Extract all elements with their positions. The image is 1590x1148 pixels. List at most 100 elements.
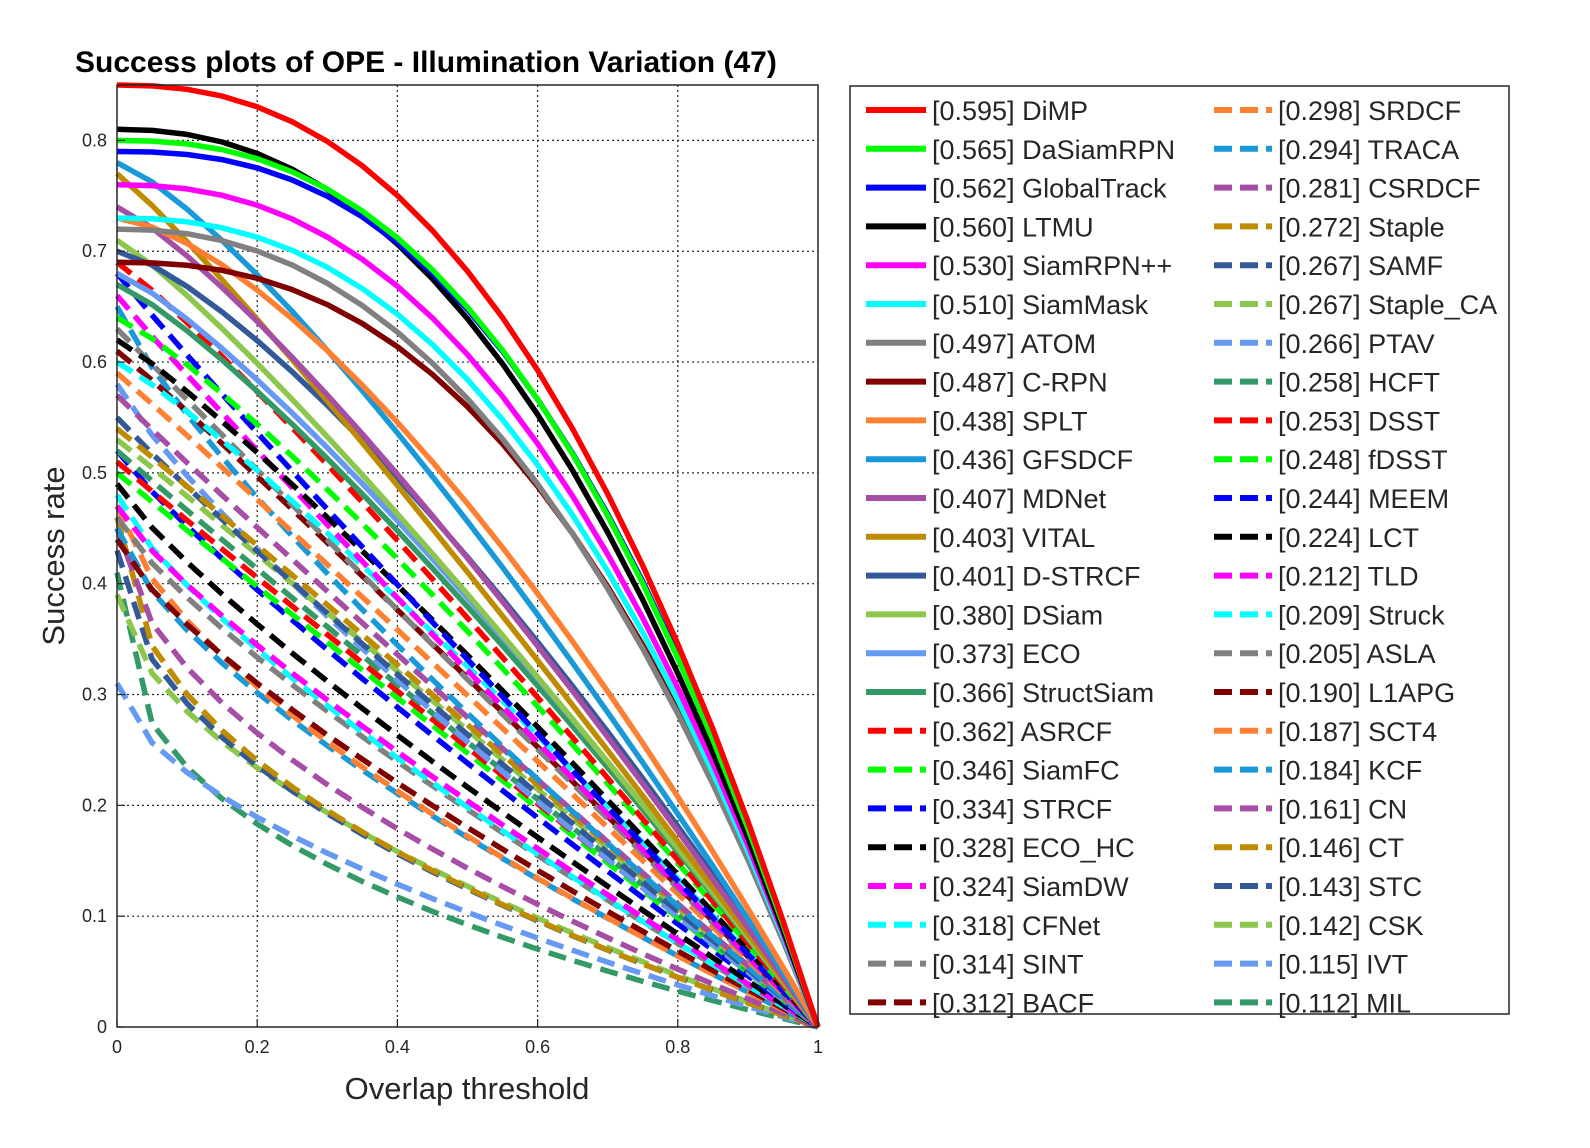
y-tick-label: 0.6 (82, 352, 107, 372)
legend-label: [0.595] DiMP (932, 96, 1088, 126)
legend-label: [0.209] Struck (1278, 600, 1445, 630)
legend-label: [0.187] SCT4 (1278, 717, 1437, 747)
x-tick-label: 0.8 (665, 1037, 690, 1057)
legend-label: [0.146] CT (1278, 833, 1404, 863)
legend: [0.595] DiMP [0.565] DaSiamRPN [0.562] Glo… (849, 85, 1510, 1018)
legend-label: [0.366] StructSiam (932, 678, 1154, 708)
legend-label: [0.436] GFSDCF (932, 445, 1133, 475)
legend-label: [0.267] SAMF (1278, 251, 1443, 281)
series-line (114, 593, 819, 1030)
legend-label: [0.373] ECO (932, 639, 1081, 669)
legend-label: [0.272] Staple (1278, 212, 1445, 242)
series-line (115, 204, 821, 1029)
legend-label: [0.224] LCT (1278, 523, 1419, 553)
legend-label: [0.314] SINT (932, 950, 1084, 980)
series-line (116, 226, 821, 1029)
legend-label: [0.184] KCF (1278, 756, 1422, 786)
y-tick-label: 0.4 (82, 574, 107, 594)
legend-box (849, 85, 1510, 1015)
series-line (115, 337, 821, 1029)
legend-label: [0.253] DSST (1278, 406, 1440, 436)
series-line (116, 82, 821, 1028)
legend-label: [0.267] Staple_CA (1278, 290, 1497, 320)
series-line (114, 305, 820, 1030)
series-line (114, 482, 820, 1030)
legend-label: [0.487] C-RPN (932, 368, 1108, 398)
legend-items: [0.595] DiMP [0.565] DaSiamRPN [0.562] Glo… (866, 96, 1497, 1018)
series-line (115, 160, 821, 1029)
y-axis-label: Success rate (36, 466, 71, 645)
y-tick-label: 0 (97, 1017, 107, 1037)
x-tick-label: 0.6 (525, 1037, 550, 1057)
legend-label: [0.258] HCFT (1278, 368, 1440, 398)
legend-label: [0.190] L1APG (1278, 678, 1455, 708)
legend-label: [0.248] fDSST (1278, 445, 1448, 475)
series-line (114, 527, 820, 1030)
legend-label: [0.346] SiamFC (932, 756, 1120, 786)
series-line (115, 260, 821, 1029)
series-line (114, 516, 819, 1030)
series-line (116, 215, 821, 1028)
legend-label: [0.328] ECO_HC (932, 833, 1135, 863)
series-line (116, 126, 821, 1028)
series-line (114, 571, 819, 1030)
legend-label: [0.324] SiamDW (932, 872, 1129, 902)
series-line (115, 459, 820, 1030)
plot-area: 0 0.2 0.4 0.6 0.8 1 0 0.1 0.2 0.3 0.4 0.5 0.6 0.7 0.8 (82, 82, 823, 1057)
legend-label: [0.318] CFNet (932, 911, 1101, 941)
series-layer (114, 82, 821, 1030)
legend-label: [0.560] LTMU (932, 212, 1094, 242)
legend-label: [0.403] VITAL (932, 523, 1095, 553)
legend-label: [0.530] SiamRPN++ (932, 251, 1172, 281)
legend-label: [0.142] CSK (1278, 911, 1424, 941)
series-line (115, 470, 820, 1030)
series-line (115, 415, 820, 1030)
legend-label: [0.281] CSRDCF (1278, 174, 1481, 204)
x-tick-label: 0.4 (385, 1037, 410, 1057)
legend-label: [0.298] SRDCF (1278, 96, 1461, 126)
series-line (114, 382, 820, 1030)
series-line (114, 682, 819, 1030)
x-tick-label: 0 (112, 1037, 122, 1057)
legend-label: [0.115] IVT (1278, 950, 1408, 980)
legend-label: [0.510] SiamMask (932, 290, 1149, 320)
plot-frame (116, 84, 819, 1028)
legend-label: [0.407] MDNet (932, 484, 1107, 514)
legend-label: [0.362] ASRCF (932, 717, 1112, 747)
series-line (114, 537, 820, 1030)
chart-title: Success plots of OPE - Illumination Vari… (75, 46, 777, 79)
x-axis-label: Overlap threshold (345, 1071, 590, 1106)
y-axis-ticks: 0 0.1 0.2 0.3 0.4 0.5 0.6 0.7 0.8 (82, 130, 125, 1037)
x-tick-label: 1 (813, 1037, 823, 1057)
series-line (116, 137, 821, 1028)
series-line (115, 371, 820, 1029)
y-tick-label: 0.3 (82, 685, 107, 705)
legend-label: [0.266] PTAV (1278, 329, 1435, 359)
x-axis-ticks: 0 0.2 0.4 0.6 0.8 1 (112, 1019, 823, 1057)
series-line (115, 171, 821, 1029)
legend-label: [0.497] ATOM (932, 329, 1096, 359)
legend-label: [0.562] GlobalTrack (932, 174, 1167, 204)
legend-label: [0.161] CN (1278, 794, 1407, 824)
series-line (115, 237, 821, 1029)
legend-label: [0.312] BACF (932, 988, 1094, 1018)
y-tick-label: 0.7 (82, 241, 107, 261)
legend-label: [0.380] DSiam (932, 600, 1103, 630)
series-line (115, 448, 820, 1030)
legend-label: [0.401] D-STRCF (932, 562, 1141, 592)
legend-label: [0.294] TRACA (1278, 135, 1459, 165)
x-tick-label: 0.2 (245, 1037, 270, 1057)
series-line (116, 181, 821, 1028)
legend-label: [0.565] DaSiamRPN (932, 135, 1175, 165)
y-tick-label: 0.5 (82, 463, 107, 483)
y-tick-label: 0.1 (82, 906, 107, 926)
legend-label: [0.438] SPLT (932, 406, 1088, 436)
y-tick-label: 0.2 (82, 795, 107, 815)
legend-label: [0.112] MIL (1278, 988, 1411, 1018)
legend-label: [0.205] ASLA (1278, 639, 1436, 669)
legend-label: [0.212] TLD (1278, 562, 1419, 592)
series-line (114, 293, 820, 1029)
legend-label: [0.244] MEEM (1278, 484, 1449, 514)
series-line (114, 504, 820, 1030)
